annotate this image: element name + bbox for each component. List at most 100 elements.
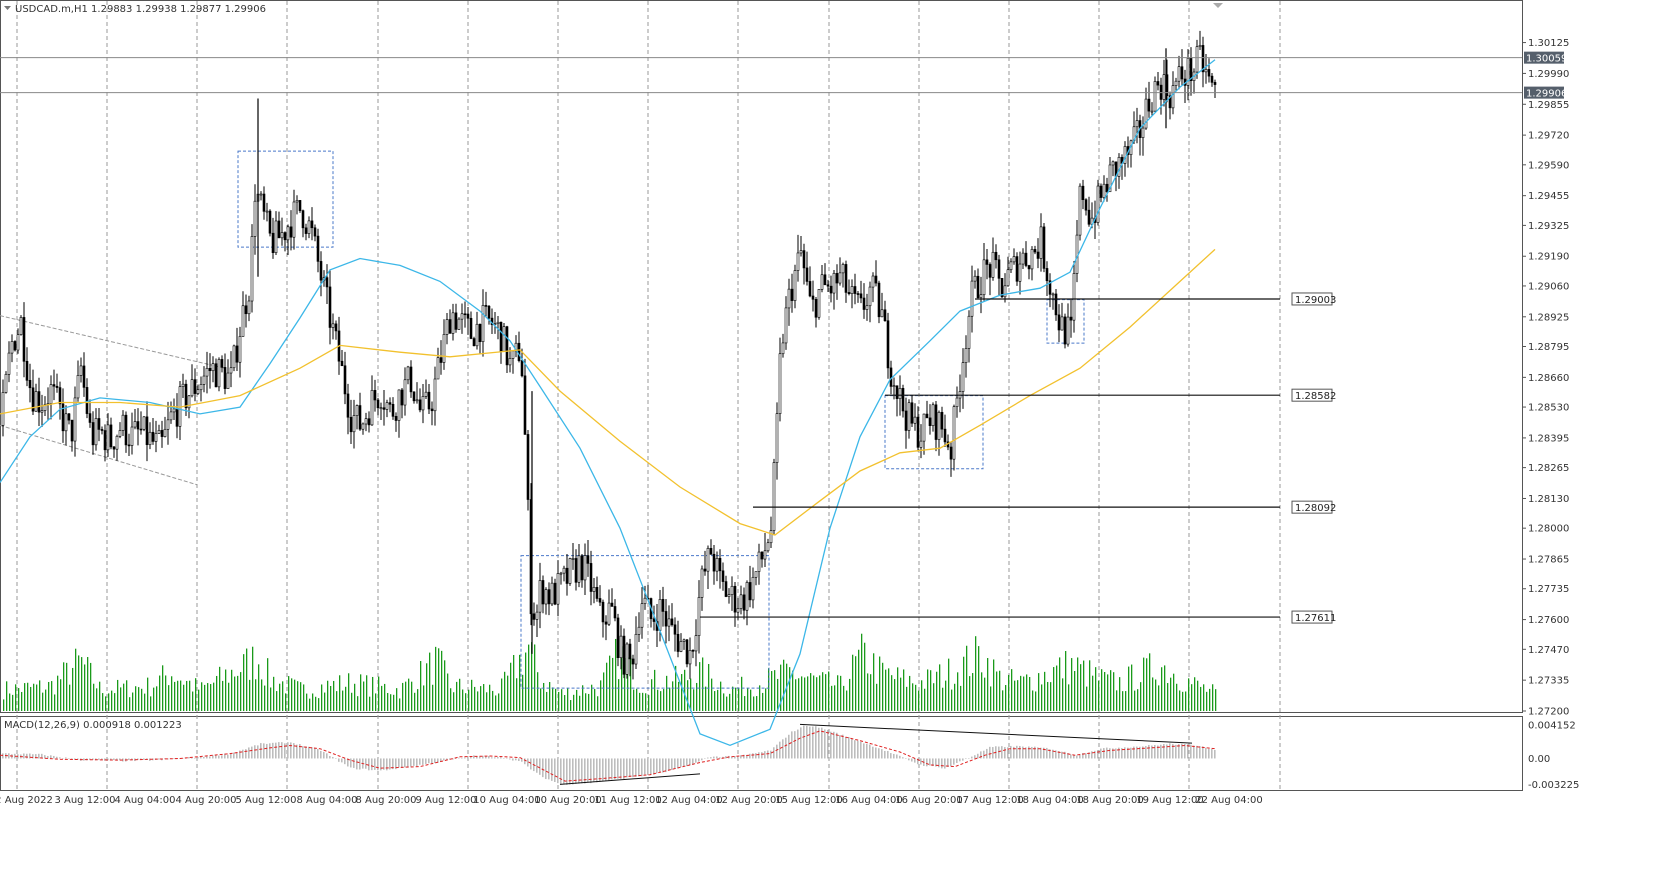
candle-body	[742, 594, 746, 611]
candle-body	[979, 294, 983, 299]
macd-histogram-bar	[392, 758, 394, 770]
volume-bar	[42, 692, 44, 711]
candle-body	[847, 292, 851, 294]
volume-bar	[708, 663, 710, 711]
candle-body	[898, 388, 902, 399]
volume-bar	[1065, 651, 1067, 711]
candle-body	[748, 582, 752, 601]
macd-histogram-bar	[707, 757, 709, 759]
macd-histogram-bar	[1025, 747, 1027, 759]
symbol-header: USDCAD.m,H1 1.29883 1.29938 1.29877 1.29…	[15, 4, 266, 15]
macd-histogram-bar	[1070, 754, 1072, 759]
macd-signal-line	[0, 730, 1216, 782]
price-tick-label: 1.28925	[1528, 312, 1569, 323]
volume-bar	[1014, 680, 1016, 711]
volume-bar	[267, 658, 269, 711]
candle-body	[595, 587, 599, 599]
candle-body	[904, 410, 908, 431]
candle-body	[1204, 69, 1208, 73]
collapse-arrow-icon[interactable]	[4, 6, 11, 10]
volume-bar	[501, 678, 503, 711]
volume-bar	[279, 683, 281, 711]
candle-body	[838, 272, 842, 284]
price-tick-label: 1.29455	[1528, 191, 1569, 202]
candle-body	[1105, 183, 1109, 193]
macd-histogram-bar	[296, 744, 298, 759]
volume-bar	[525, 652, 527, 711]
candle-body	[601, 601, 605, 623]
candle-body	[733, 585, 737, 613]
volume-bar	[1209, 688, 1211, 711]
macd-histogram-bar	[557, 758, 559, 784]
volume-bar	[1134, 690, 1136, 711]
macd-tick-label: -0.003225	[1528, 780, 1579, 791]
candle-body	[763, 550, 767, 560]
macd-tick-label: 0.00	[1528, 754, 1550, 765]
macd-histogram-bar	[113, 758, 115, 761]
candle-body	[352, 415, 356, 433]
macd-histogram-bar	[503, 758, 505, 759]
volume-bar	[318, 698, 320, 711]
macd-histogram-bar	[1079, 754, 1081, 759]
horizontal-levels[interactable]: 1.29003 1.28582 1.28092 1.27611	[700, 292, 1336, 624]
candle-body	[868, 286, 872, 307]
macd-histogram-bar	[1142, 746, 1144, 759]
candle-body	[1045, 268, 1049, 282]
candle-body	[136, 421, 140, 430]
macd-histogram-bar	[1028, 746, 1030, 759]
volume-bar	[405, 681, 407, 711]
volume-bar	[777, 678, 779, 711]
macd-histogram-bar	[269, 743, 271, 759]
macd-histogram-bar	[1211, 748, 1213, 759]
volume-bar	[291, 678, 293, 711]
macd-histogram-bar	[659, 758, 661, 773]
candle-body	[124, 414, 128, 446]
candle-body	[196, 389, 200, 394]
volume-bar	[591, 684, 593, 711]
volume-bar	[738, 688, 740, 711]
volume-bar	[1095, 667, 1097, 711]
volume-bar	[981, 672, 983, 711]
time-tick-label: 22 Aug 04:00	[1195, 795, 1262, 806]
volume-bar	[1164, 665, 1166, 711]
candle-body	[1021, 252, 1025, 265]
macd-histogram-bar	[848, 736, 850, 759]
macd-histogram-bar	[293, 743, 295, 759]
macd-histogram-bar	[665, 758, 667, 773]
candle-body	[556, 573, 560, 605]
candle-body	[784, 307, 788, 344]
macd-histogram-bar	[704, 758, 706, 759]
volume-bar	[102, 693, 104, 711]
price-tick-label: 1.29060	[1528, 281, 1569, 292]
volume-bar	[222, 680, 224, 711]
candle-body	[970, 280, 974, 317]
candle-body	[91, 422, 95, 446]
candle-body	[160, 430, 164, 437]
candle-body	[691, 650, 695, 652]
macd-histogram-bar	[896, 754, 898, 759]
volume-bar	[411, 681, 413, 711]
macd-histogram-bar	[173, 758, 175, 760]
volume-bar	[1107, 674, 1109, 711]
macd-histogram-bar	[815, 726, 817, 759]
shift-marker-icon[interactable]	[1213, 3, 1223, 8]
volume-bar	[1068, 684, 1070, 711]
candle-body	[127, 444, 131, 447]
volume-bar	[1119, 677, 1121, 711]
candle-body	[292, 201, 296, 238]
volume-bar	[762, 692, 764, 711]
volume-bar	[954, 683, 956, 711]
macd-histogram-bar	[593, 758, 595, 782]
macd-histogram-bar	[992, 747, 994, 759]
macd-histogram-bar	[1181, 743, 1183, 759]
volume-bar	[294, 679, 296, 711]
volume-bar	[438, 648, 440, 711]
volume-bar	[366, 675, 368, 711]
macd-histogram-bar	[263, 743, 265, 759]
price-tick-label: 1.29590	[1528, 160, 1569, 171]
volume-bar	[975, 636, 977, 711]
candle-body	[166, 419, 170, 430]
volume-bar	[933, 683, 935, 711]
price-tick-label: 1.30125	[1528, 38, 1569, 49]
